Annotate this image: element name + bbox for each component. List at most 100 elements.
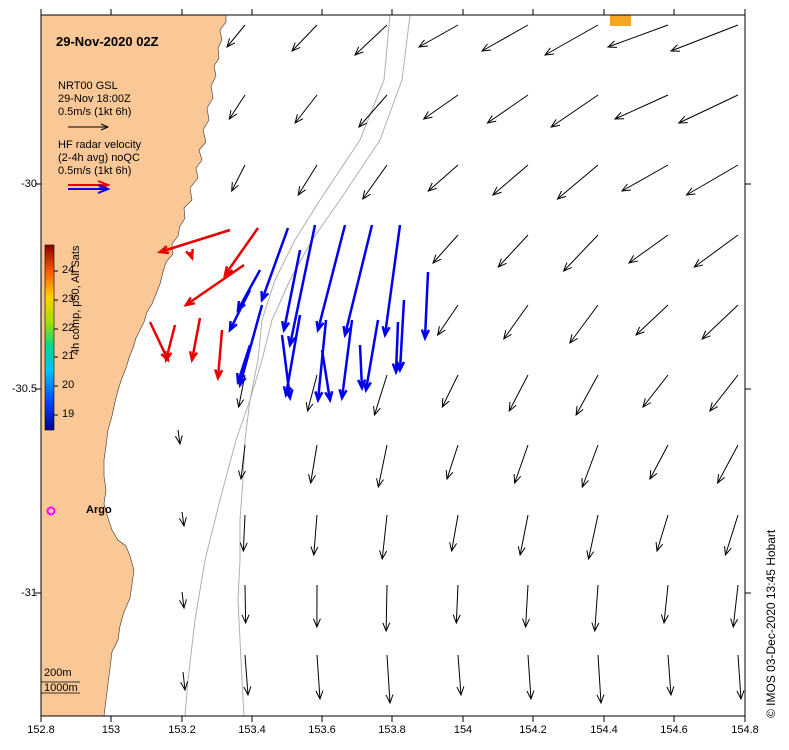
model-arrow [354,24,388,56]
model-arrow [491,164,529,196]
model-arrow [315,654,324,701]
model-arrow [701,304,739,340]
model-arrow [717,444,739,485]
legend-radar-name: HF radar velocity [58,139,142,151]
x-tick-label: 154.2 [519,724,547,736]
model-arrow [620,164,669,192]
model-arrow [660,584,669,625]
model-arrow [480,24,529,52]
model-arrow [635,304,669,336]
radar-velocity-arrows-red [148,227,260,382]
model-arrow [642,374,669,409]
colorbar-label: 20 [62,379,75,391]
radar-arrow-blue [280,249,302,334]
model-arrow [655,514,669,553]
model-arrow [373,374,388,417]
radar-arrow-red [148,321,170,363]
depth-legend-lines [41,681,80,694]
map-title: 29-Nov-2020 02Z [56,34,159,49]
model-arrow [596,654,605,705]
model-arrow [543,24,599,56]
colorbar-label: 24 [62,264,75,276]
model-arrow [522,584,530,629]
model-arrow [556,164,599,200]
radar-arrow-red [183,263,245,307]
radar-arrow-red [185,248,194,262]
depth-label-200m: 200m [44,667,72,679]
radar-arrow-blue [356,344,367,392]
model-arrow [226,24,246,48]
radar-arrow-red [188,317,202,364]
model-arrow [417,24,459,48]
x-tick-label: 154 [453,724,473,736]
axis-ticks [35,9,751,722]
model-arrow [575,374,599,417]
model-arrow [291,24,318,52]
radar-arrow-blue [362,319,380,394]
model-arrow [449,514,459,553]
model-arrow [180,671,189,692]
model-arrow [677,94,739,124]
model-arrow [452,584,461,625]
model-arrow [228,94,246,121]
radar-arrow-blue [228,289,252,333]
legend-model-time: 29-Nov 18:00Z [58,93,131,105]
model-arrow [503,304,529,341]
model-arrow [666,654,675,697]
model-arrow [550,94,599,128]
model-current-arrows [174,24,745,705]
model-arrow [606,24,669,48]
sst-colorbar [44,244,55,431]
model-arrow [526,654,535,701]
legend-radar-arrow [68,180,111,194]
radar-arrow-red [156,228,231,255]
model-arrow [456,654,465,697]
model-arrow [497,234,529,268]
argo-label: Argo [86,504,112,516]
y-tick-label: -30.5 [11,383,37,395]
model-arrow [382,584,391,633]
credit-text: © IMOS 03-Dec-2020 13:45 Hobart [764,529,778,718]
y-tick-label: -31 [21,587,37,599]
model-arrow [569,304,599,345]
model-arrow [179,591,187,610]
radar-arrow-blue [260,227,290,304]
model-arrow [591,584,600,633]
colorbar-label: 22 [62,322,75,334]
model-arrow [730,584,739,629]
model-arrow [736,654,745,701]
model-arrow [441,374,459,409]
x-tick-label: 154.6 [660,724,688,736]
x-tick-label: 153 [101,724,121,736]
radar-arrow-blue [381,224,402,339]
model-arrow [432,234,459,264]
model-arrow [239,514,248,553]
x-tick-label: 153.4 [238,724,266,736]
y-tick-label: -30 [21,178,37,190]
model-arrow [562,234,599,272]
model-arrow [581,444,599,489]
model-arrow [238,444,246,481]
map-frame [40,14,746,717]
model-arrow [709,374,739,413]
radar-arrow-blue [235,344,252,386]
model-arrow [445,444,459,481]
radar-arrow-blue [338,319,354,402]
model-arrow [231,164,246,193]
model-arrow [294,94,318,125]
colorbar-label: 19 [62,408,75,420]
model-arrow [613,94,669,120]
model-arrow [312,584,321,629]
model-arrow [508,374,529,413]
legend-model-scale: 0.5m/s (1kt 6h) [58,106,132,118]
model-arrow [513,444,529,485]
model-arrow [308,444,318,485]
radar-arrow-blue [314,319,328,404]
model-arrow [362,164,388,201]
model-arrow [310,514,319,557]
land-mass [41,15,227,716]
argo-float-marker [46,506,56,516]
sst-patch [610,15,631,26]
model-arrow [305,374,318,413]
